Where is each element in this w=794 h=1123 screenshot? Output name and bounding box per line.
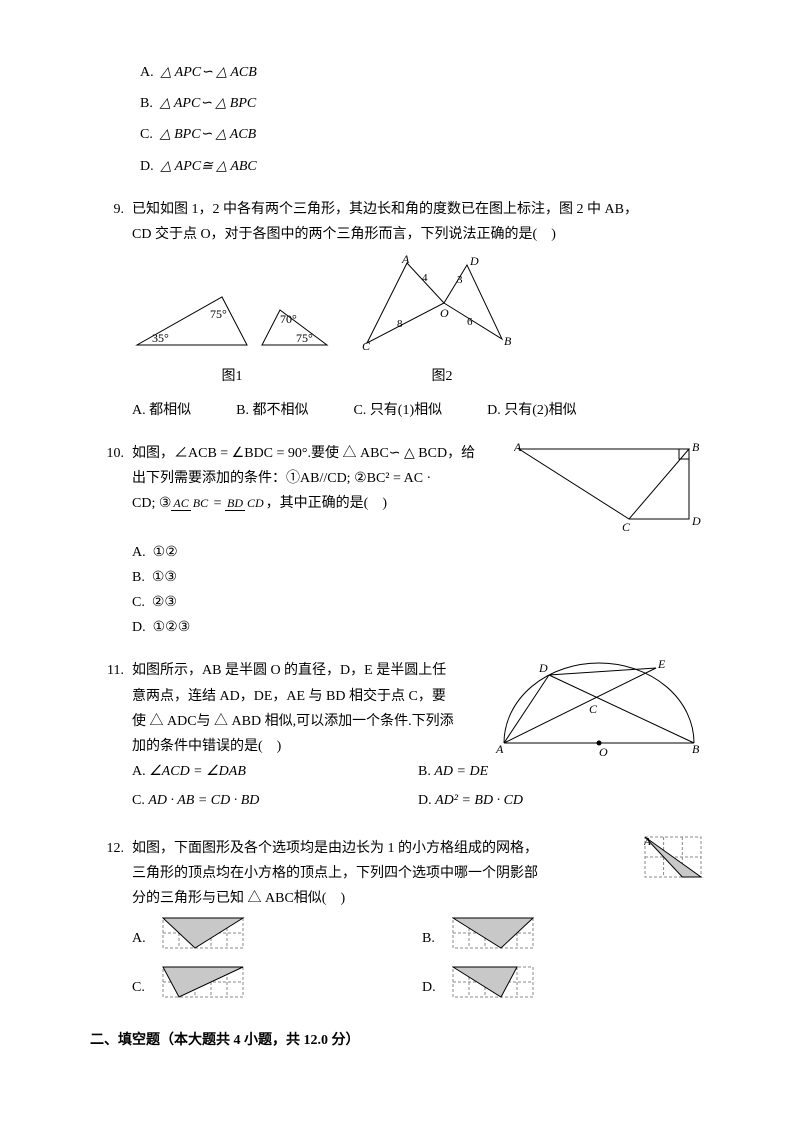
svg-text:C: C [622, 520, 631, 534]
q12-option-a-figure [162, 917, 246, 951]
q8-option-b[interactable]: B. △ APC∽ △ BPC [140, 91, 704, 116]
question-11: 11. 如图所示，AB 是半圆 O 的直径，D，E 是半圆上任 意两点，连结 A… [90, 658, 704, 817]
q10-option-c[interactable]: C. ②③ [132, 590, 704, 615]
q10-text-line3: CD; ③ACBC = BDCD，其中正确的是( ) [132, 491, 504, 516]
q8-option-a[interactable]: A. △ APC∽ △ ACB [140, 60, 704, 85]
q8-option-c[interactable]: C. △ BPC∽ △ ACB [140, 122, 704, 147]
q8-option-d[interactable]: D. △ APC≅ △ ABC [140, 154, 704, 179]
q10-number: 10. [90, 441, 132, 641]
svg-text:C: C [589, 702, 598, 716]
svg-text:B: B [504, 334, 512, 348]
q9-text-line1: 已知如图 1，2 中各有两个三角形，其边长和角的度数已在图上标注，图 2 中 A… [132, 197, 704, 222]
q11-option-d[interactable]: D. AD² = BD · CD [418, 788, 704, 813]
q9-fig2-label: 图2 [362, 364, 522, 389]
svg-text:E: E [657, 658, 666, 671]
q11-text-line1: 如图所示，AB 是半圆 O 的直径，D，E 是半圆上任 [132, 658, 484, 683]
svg-text:O: O [599, 745, 608, 758]
q9-option-c[interactable]: C. 只有(1)相似 [353, 398, 442, 423]
section-2-header: 二、填空题（本大题共 4 小题，共 12.0 分） [90, 1028, 704, 1053]
q9-option-d[interactable]: D. 只有(2)相似 [487, 398, 576, 423]
svg-text:A: A [644, 836, 651, 848]
q12-option-d-label[interactable]: D. [422, 975, 452, 1000]
svg-text:70°: 70° [280, 312, 297, 326]
q11-text-line2: 意两点，连结 AD，DE，AE 与 BD 相交于点 C，要 [132, 684, 484, 709]
svg-text:75°: 75° [296, 331, 313, 345]
svg-text:75°: 75° [210, 307, 227, 321]
q9-option-b[interactable]: B. 都不相似 [236, 398, 308, 423]
q12-option-b-figure [452, 917, 536, 951]
svg-text:4: 4 [422, 272, 428, 284]
q9-option-a[interactable]: A. 都相似 [132, 398, 191, 423]
q10-option-b[interactable]: B. ①③ [132, 565, 704, 590]
q12-text-line2: 三角形的顶点均在小方格的顶点上，下列四个选项中哪一个阴影部 [132, 861, 634, 886]
q12-number: 12. [90, 836, 132, 1016]
q12-option-c-figure [162, 966, 246, 1000]
svg-text:D: D [469, 255, 479, 268]
q11-number: 11. [90, 658, 132, 817]
svg-text:A: A [514, 441, 522, 454]
svg-text:6: 6 [467, 316, 473, 328]
question-10: 10. 如图，∠ACB = ∠BDC = 90°.要使 △ ABC∽ △ BCD… [90, 441, 704, 641]
svg-text:B: B [692, 441, 700, 454]
q12-option-d-figure [452, 966, 536, 1000]
q12-option-c-label[interactable]: C. [132, 975, 162, 1000]
q9-text-line2: CD 交于点 O，对于各图中的两个三角形而言，下列说法正确的是( ) [132, 222, 704, 247]
q11-figure: A B D E C O [494, 658, 704, 758]
svg-text:B: B [692, 742, 700, 756]
q10-option-d[interactable]: D. ①②③ [132, 615, 704, 640]
svg-text:A: A [495, 742, 504, 756]
svg-text:C: C [698, 879, 704, 880]
q12-option-a-label[interactable]: A. [132, 926, 162, 951]
svg-text:3: 3 [457, 274, 463, 286]
q10-text-line2: 出下列需要添加的条件：①AB//CD; ②BC² = AC · [132, 466, 504, 491]
svg-text:C: C [362, 339, 371, 353]
q12-option-b-label[interactable]: B. [422, 926, 452, 951]
q9-fig1-label: 图1 [132, 364, 332, 389]
q12-text-line3: 分的三角形与已知 △ ABC相似( ) [132, 886, 634, 911]
svg-text:D: D [538, 661, 548, 675]
q11-text-line4: 加的条件中错误的是( ) [132, 734, 484, 759]
question-9: 9. 已知如图 1，2 中各有两个三角形，其边长和角的度数已在图上标注，图 2 … [90, 197, 704, 423]
q10-option-a[interactable]: A. ①② [132, 540, 704, 565]
q12-figure-main: A B C [644, 836, 704, 880]
q11-option-c[interactable]: C. AD · AB = CD · BD [132, 788, 418, 813]
svg-text:8: 8 [397, 318, 403, 330]
q10-figure: A B C D [514, 441, 704, 536]
svg-text:35°: 35° [152, 331, 169, 345]
q11-text-line3: 使 △ ADC与 △ ABD 相似,可以添加一个条件.下列添 [132, 709, 484, 734]
svg-text:D: D [691, 514, 701, 528]
q9-number: 9. [90, 197, 132, 423]
q9-figures: 35° 75° 70° 75° 图1 A D C B O 4 [132, 255, 704, 389]
q9-figure1: 35° 75° 70° 75° [132, 275, 332, 355]
svg-text:O: O [440, 306, 449, 320]
q12-text-line1: 如图，下面图形及各个选项均是由边长为 1 的小方格组成的网格， [132, 836, 634, 861]
q10-text-line1: 如图，∠ACB = ∠BDC = 90°.要使 △ ABC∽ △ BCD，给 [132, 441, 504, 466]
svg-text:B: B [675, 879, 682, 880]
q9-figure2: A D C B O 4 3 8 6 [362, 255, 522, 355]
q11-option-b[interactable]: B. AD = DE [418, 759, 704, 784]
question-12: 12. 如图，下面图形及各个选项均是由边长为 1 的小方格组成的网格， 三角形的… [90, 836, 704, 1016]
q11-option-a[interactable]: A. ∠ACD = ∠DAB [132, 759, 418, 784]
svg-text:A: A [401, 255, 410, 266]
